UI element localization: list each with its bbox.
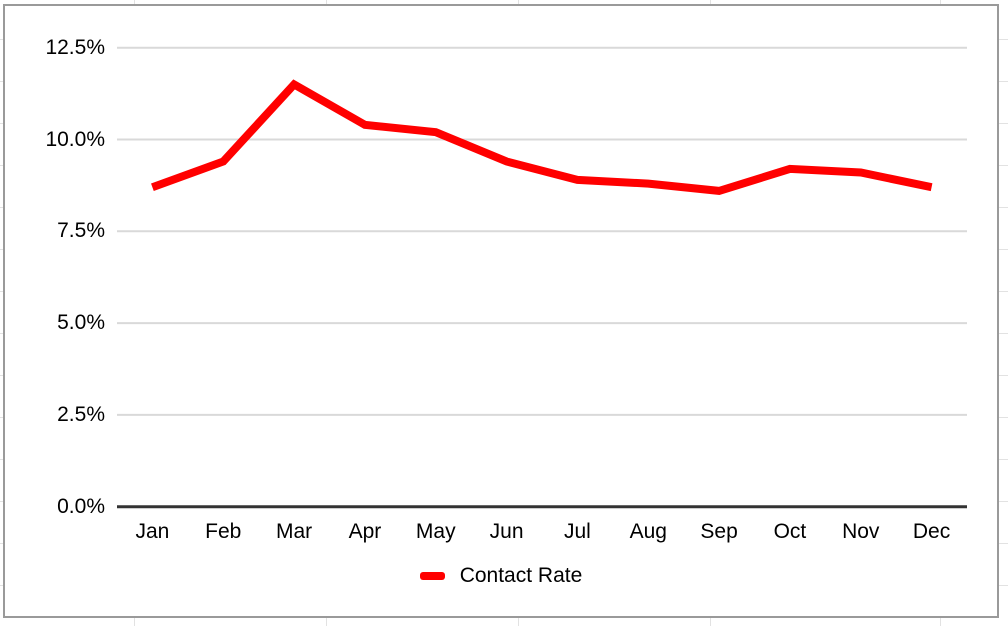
x-tick-label: Apr xyxy=(348,520,382,543)
x-tick-label: Jun xyxy=(489,520,524,543)
legend[interactable]: Contact Rate xyxy=(5,562,997,590)
chart-object[interactable]: Contact Rate 0.0% 2.5% 5.0% 7.5% 10.0% 12.5% J… xyxy=(3,4,999,618)
x-tick-label: Aug xyxy=(629,520,667,543)
y-tick-label: 0.0% xyxy=(57,494,105,518)
x-tick-label: Mar xyxy=(275,520,313,543)
x-tick-label: Sep xyxy=(700,520,738,543)
y-tick-label: 10.0% xyxy=(45,127,105,151)
x-tick-label: May xyxy=(415,520,456,543)
y-tick-label: 7.5% xyxy=(57,219,105,243)
x-tick-label: Nov xyxy=(842,520,880,543)
y-tick-label: 5.0% xyxy=(57,311,105,335)
x-tick-label: Feb xyxy=(205,520,242,543)
x-tick-label: Dec xyxy=(912,520,951,543)
x-tick-label: Jan xyxy=(135,520,170,543)
line-chart-plot-area xyxy=(117,46,967,509)
y-tick-label: 12.5% xyxy=(45,35,105,59)
legend-label: Contact Rate xyxy=(459,564,583,587)
contact-rate-line[interactable] xyxy=(151,79,933,195)
x-tick-label: Oct xyxy=(773,520,807,543)
x-tick-label: Jul xyxy=(563,520,591,543)
y-tick-label: 2.5% xyxy=(57,402,105,426)
legend-dash-icon xyxy=(419,572,445,580)
